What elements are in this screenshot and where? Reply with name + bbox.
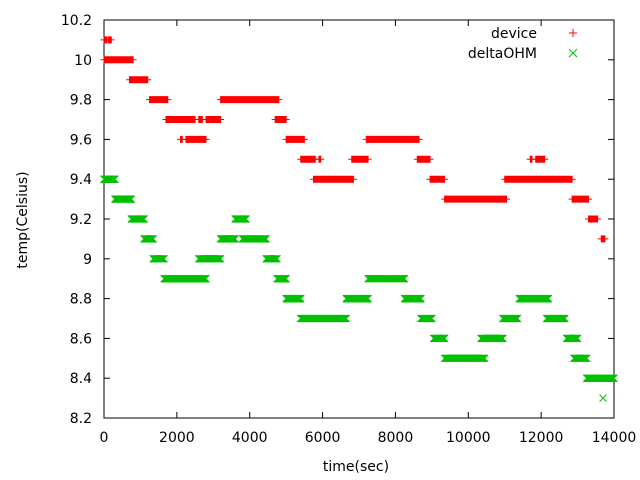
data-point-run (126, 76, 152, 84)
data-point-run (542, 314, 569, 323)
data-point-run (570, 354, 591, 363)
data-point-run (440, 354, 489, 363)
data-point-run (104, 36, 115, 44)
y-tick-label: 9 (83, 252, 92, 268)
y-tick-label: 8.6 (70, 331, 92, 347)
legend-marker-deltaohm (568, 48, 578, 58)
x-tick-label: 10000 (446, 430, 491, 446)
data-point-run (282, 294, 305, 303)
data-point-run (309, 175, 358, 183)
data-point-run (149, 254, 168, 263)
data-point-run (100, 56, 137, 64)
data-point-run (426, 175, 449, 183)
x-tick-label: 4000 (232, 430, 268, 446)
x-tick-label: 6000 (305, 430, 341, 446)
data-point-run (364, 274, 409, 283)
data-point-run (296, 314, 351, 323)
data-point-run (300, 155, 319, 163)
data-point-run (585, 215, 602, 223)
data-point-run (127, 215, 148, 223)
data-point-run (499, 314, 522, 323)
data-point-run (477, 334, 507, 343)
y-tick-label: 8.2 (70, 411, 92, 427)
y-tick-label: 8.4 (70, 371, 92, 387)
legend-marker-glyph (568, 48, 578, 58)
x-tick-label: 8000 (378, 430, 414, 446)
data-point-run (429, 334, 449, 343)
data-point-run (568, 195, 592, 203)
x-tick-label: 0 (100, 430, 109, 446)
data-point-run (177, 135, 186, 143)
y-tick-label: 9.2 (70, 212, 92, 228)
data-point-run (194, 254, 225, 263)
legend-label-device: device (491, 26, 537, 42)
y-tick-label: 9.6 (70, 132, 92, 148)
data-point-run (441, 195, 511, 203)
data-point-run (515, 294, 553, 303)
y-tick-label: 9.4 (70, 172, 92, 188)
x-axis-ticks: 0 2000 4000 6000 8000 10000 12000 14000 (100, 20, 637, 446)
plot-border (103, 19, 615, 419)
x-tick-label: 12000 (519, 430, 564, 446)
data-point-run (501, 175, 576, 183)
data-point-run (417, 314, 436, 323)
data-point-run (597, 235, 609, 243)
data-point-run (400, 294, 425, 303)
data-point-run (273, 274, 290, 283)
data-point-run (160, 274, 210, 283)
data-point-run (262, 254, 281, 263)
data-point-run (182, 135, 210, 143)
data-point-run (100, 175, 119, 184)
data-point-run (202, 116, 225, 123)
data-point-run (146, 96, 172, 104)
data-point-run (348, 155, 372, 163)
y-axis-ticks: 8.2 8.4 8.6 8.8 9 9.2 9.4 9.6 9.8 10 10.2 (61, 13, 614, 427)
data-point-run (231, 215, 250, 223)
data-point-run (599, 394, 607, 402)
series-deltaohm (100, 175, 618, 402)
legend-marker-glyph (569, 29, 577, 37)
data-point-run (526, 155, 536, 163)
x-tick-label: 14000 (592, 430, 637, 446)
data-point-run (282, 135, 308, 143)
x-tick-label: 2000 (159, 430, 195, 446)
data-point-run (111, 195, 136, 203)
legend-label-deltaohm: deltaOHM (468, 46, 537, 62)
data-point-run (342, 294, 372, 303)
legend: device deltaOHM (468, 26, 578, 62)
data-point-run (362, 135, 423, 143)
data-point-run (217, 96, 283, 104)
data-point-run (315, 155, 325, 163)
data-point-run (413, 155, 434, 163)
series-layer (100, 36, 618, 402)
legend-marker-device (569, 29, 577, 37)
data-point-run (195, 116, 206, 123)
plot-frame (103, 19, 615, 419)
y-tick-label: 10.2 (61, 13, 92, 29)
y-tick-label: 10 (74, 53, 92, 69)
y-tick-label: 8.8 (70, 292, 92, 308)
data-point-run (582, 374, 618, 383)
y-axis-label: temp(Celsius) (15, 171, 31, 268)
data-point-run (186, 116, 199, 123)
data-point-run (532, 155, 549, 163)
data-point-run (271, 116, 290, 123)
data-point-run (238, 235, 270, 243)
series-device (100, 36, 609, 243)
data-point-run (562, 334, 582, 343)
y-tick-label: 9.8 (70, 93, 92, 109)
data-point-run (216, 235, 239, 243)
data-point-run (140, 235, 158, 243)
x-axis-label: time(sec) (323, 459, 389, 475)
